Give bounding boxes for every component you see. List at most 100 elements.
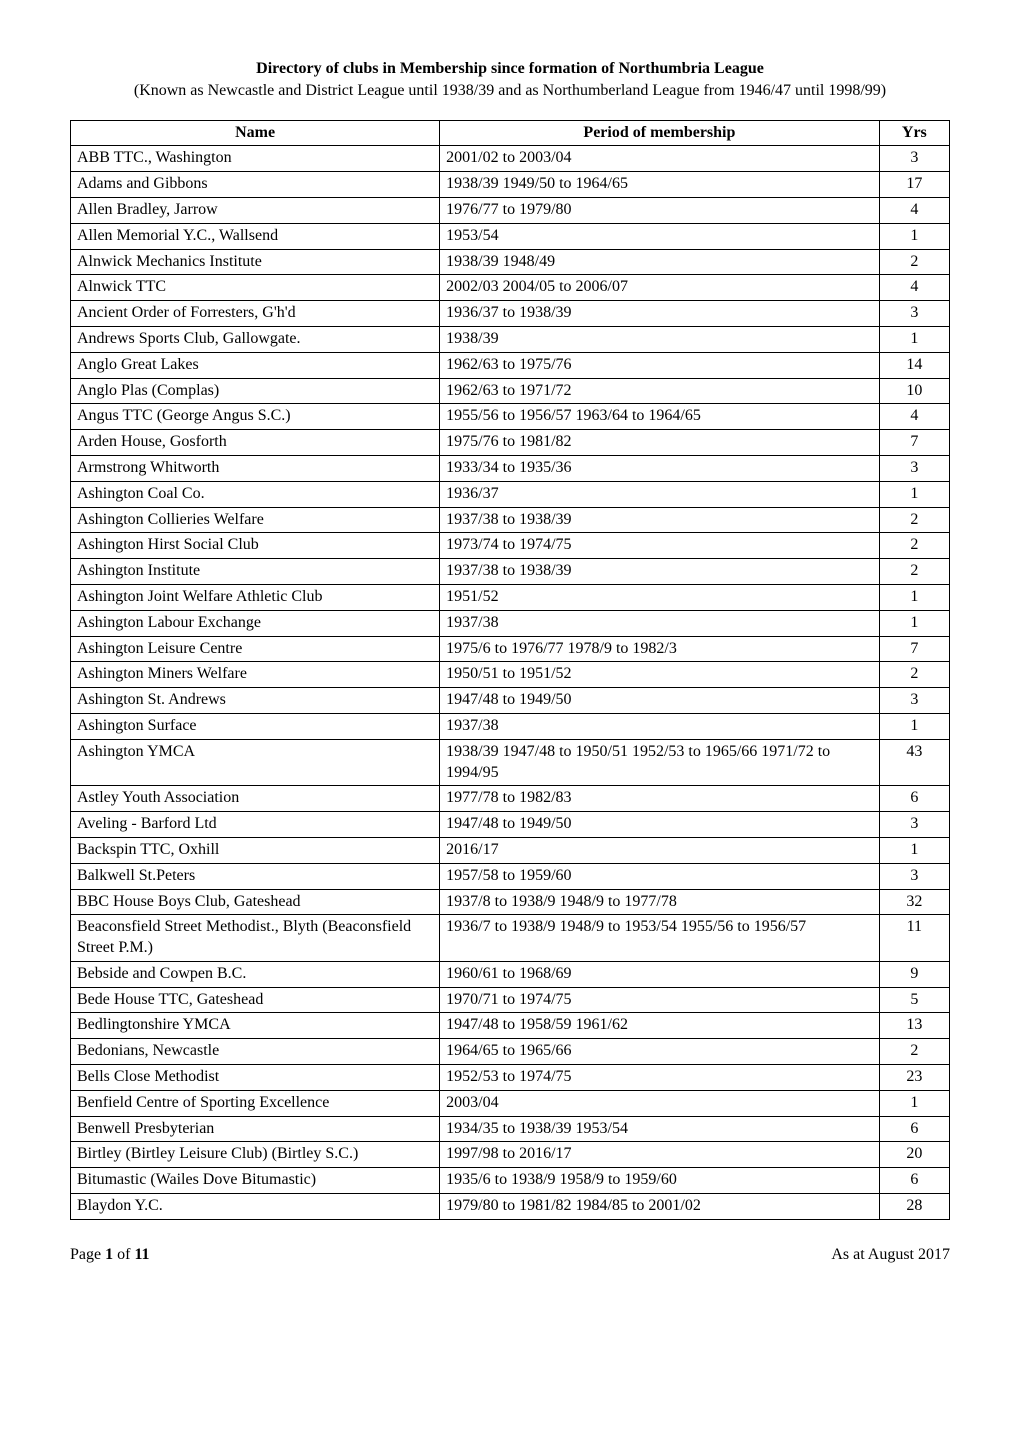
cell-name: Blaydon Y.C. — [71, 1194, 440, 1220]
cell-name: Allen Memorial Y.C., Wallsend — [71, 223, 440, 249]
cell-yrs: 7 — [879, 430, 949, 456]
clubs-table: Name Period of membership Yrs ABB TTC., … — [70, 120, 950, 1220]
table-row: Backspin TTC, Oxhill2016/171 — [71, 837, 950, 863]
cell-yrs: 6 — [879, 1168, 949, 1194]
table-body: ABB TTC., Washington2001/02 to 2003/043A… — [71, 146, 950, 1219]
cell-name: Anglo Plas (Complas) — [71, 378, 440, 404]
cell-period: 1960/61 to 1968/69 — [440, 961, 880, 987]
cell-period: 1936/37 to 1938/39 — [440, 301, 880, 327]
cell-yrs: 2 — [879, 249, 949, 275]
cell-yrs: 20 — [879, 1142, 949, 1168]
cell-period: 1938/39 1949/50 to 1964/65 — [440, 172, 880, 198]
cell-yrs: 3 — [879, 688, 949, 714]
table-row: Ashington St. Andrews1947/48 to 1949/503 — [71, 688, 950, 714]
table-row: Ashington Institute1937/38 to 1938/392 — [71, 559, 950, 585]
cell-period: 1938/39 1948/49 — [440, 249, 880, 275]
cell-period: 1964/65 to 1965/66 — [440, 1039, 880, 1065]
cell-yrs: 23 — [879, 1065, 949, 1091]
cell-period: 1979/80 to 1981/82 1984/85 to 2001/02 — [440, 1194, 880, 1220]
page-footer: Page 1 of 11 As at August 2017 — [70, 1246, 950, 1264]
table-row: Bedlingtonshire YMCA1947/48 to 1958/59 1… — [71, 1013, 950, 1039]
cell-yrs: 43 — [879, 739, 949, 786]
cell-period: 1947/48 to 1958/59 1961/62 — [440, 1013, 880, 1039]
table-row: Arden House, Gosforth1975/76 to 1981/827 — [71, 430, 950, 456]
cell-period: 2001/02 to 2003/04 — [440, 146, 880, 172]
cell-period: 1951/52 — [440, 584, 880, 610]
cell-period: 1997/98 to 2016/17 — [440, 1142, 880, 1168]
cell-name: Alnwick Mechanics Institute — [71, 249, 440, 275]
as-at-date: As at August 2017 — [831, 1246, 950, 1264]
cell-name: Bedonians, Newcastle — [71, 1039, 440, 1065]
cell-period: 1952/53 to 1974/75 — [440, 1065, 880, 1091]
table-row: Anglo Great Lakes1962/63 to 1975/7614 — [71, 352, 950, 378]
cell-yrs: 1 — [879, 713, 949, 739]
page-num: 1 — [105, 1246, 113, 1263]
table-row: Ashington Surface1937/381 — [71, 713, 950, 739]
cell-period: 1962/63 to 1975/76 — [440, 352, 880, 378]
cell-yrs: 2 — [879, 533, 949, 559]
cell-name: Birtley (Birtley Leisure Club) (Birtley … — [71, 1142, 440, 1168]
table-row: Astley Youth Association1977/78 to 1982/… — [71, 786, 950, 812]
cell-period: 1933/34 to 1935/36 — [440, 455, 880, 481]
doc-title: Directory of clubs in Membership since f… — [70, 60, 950, 78]
table-row: Benwell Presbyterian1934/35 to 1938/39 1… — [71, 1116, 950, 1142]
cell-period: 1957/58 to 1959/60 — [440, 863, 880, 889]
cell-period: 1955/56 to 1956/57 1963/64 to 1964/65 — [440, 404, 880, 430]
table-row: Bells Close Methodist1952/53 to 1974/752… — [71, 1065, 950, 1091]
cell-name: Bells Close Methodist — [71, 1065, 440, 1091]
cell-yrs: 1 — [879, 481, 949, 507]
table-row: Alnwick Mechanics Institute1938/39 1948/… — [71, 249, 950, 275]
table-row: Bede House TTC, Gateshead1970/71 to 1974… — [71, 987, 950, 1013]
cell-yrs: 1 — [879, 584, 949, 610]
page-prefix: Page — [70, 1246, 105, 1263]
cell-name: Backspin TTC, Oxhill — [71, 837, 440, 863]
cell-yrs: 9 — [879, 961, 949, 987]
cell-name: Allen Bradley, Jarrow — [71, 197, 440, 223]
col-header-period: Period of membership — [440, 120, 880, 146]
cell-name: Alnwick TTC — [71, 275, 440, 301]
table-row: Allen Memorial Y.C., Wallsend1953/541 — [71, 223, 950, 249]
cell-period: 1975/76 to 1981/82 — [440, 430, 880, 456]
cell-name: Aveling - Barford Ltd — [71, 812, 440, 838]
table-row: Ashington Labour Exchange1937/381 — [71, 610, 950, 636]
table-row: Andrews Sports Club, Gallowgate.1938/391 — [71, 326, 950, 352]
cell-name: Anglo Great Lakes — [71, 352, 440, 378]
col-header-yrs: Yrs — [879, 120, 949, 146]
table-row: Ashington Miners Welfare1950/51 to 1951/… — [71, 662, 950, 688]
table-row: Bedonians, Newcastle1964/65 to 1965/662 — [71, 1039, 950, 1065]
cell-name: Balkwell St.Peters — [71, 863, 440, 889]
table-row: Bitumastic (Wailes Dove Bitumastic)1935/… — [71, 1168, 950, 1194]
cell-period: 1962/63 to 1971/72 — [440, 378, 880, 404]
table-row: Benfield Centre of Sporting Excellence20… — [71, 1090, 950, 1116]
cell-name: Bitumastic (Wailes Dove Bitumastic) — [71, 1168, 440, 1194]
table-header-row: Name Period of membership Yrs — [71, 120, 950, 146]
cell-period: 1953/54 — [440, 223, 880, 249]
cell-yrs: 2 — [879, 507, 949, 533]
cell-yrs: 3 — [879, 455, 949, 481]
cell-name: Ashington Coal Co. — [71, 481, 440, 507]
cell-name: BBC House Boys Club, Gateshead — [71, 889, 440, 915]
cell-period: 1976/77 to 1979/80 — [440, 197, 880, 223]
cell-period: 2016/17 — [440, 837, 880, 863]
cell-name: Adams and Gibbons — [71, 172, 440, 198]
cell-yrs: 10 — [879, 378, 949, 404]
cell-period: 1973/74 to 1974/75 — [440, 533, 880, 559]
cell-yrs: 3 — [879, 146, 949, 172]
cell-yrs: 17 — [879, 172, 949, 198]
cell-name: Arden House, Gosforth — [71, 430, 440, 456]
cell-yrs: 1 — [879, 837, 949, 863]
cell-yrs: 32 — [879, 889, 949, 915]
doc-subtitle: (Known as Newcastle and District League … — [70, 80, 950, 102]
cell-name: Ashington Collieries Welfare — [71, 507, 440, 533]
table-row: Beaconsfield Street Methodist., Blyth (B… — [71, 915, 950, 962]
cell-name: Benfield Centre of Sporting Excellence — [71, 1090, 440, 1116]
cell-name: Ashington Surface — [71, 713, 440, 739]
cell-name: Beaconsfield Street Methodist., Blyth (B… — [71, 915, 440, 962]
table-row: Anglo Plas (Complas)1962/63 to 1971/7210 — [71, 378, 950, 404]
cell-name: Ashington Labour Exchange — [71, 610, 440, 636]
cell-yrs: 3 — [879, 863, 949, 889]
cell-yrs: 4 — [879, 197, 949, 223]
cell-name: Ancient Order of Forresters, G'h'd — [71, 301, 440, 327]
cell-yrs: 4 — [879, 275, 949, 301]
cell-yrs: 1 — [879, 223, 949, 249]
